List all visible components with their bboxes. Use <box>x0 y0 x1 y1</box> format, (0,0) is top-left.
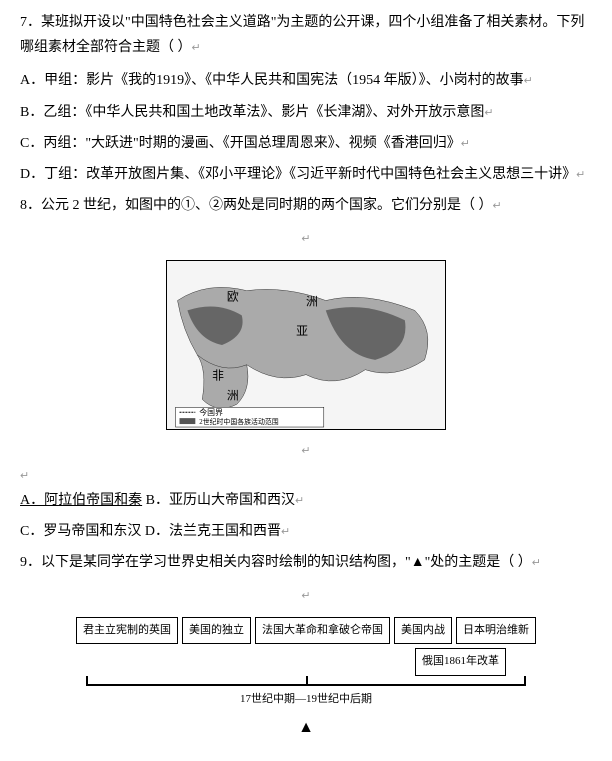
legend-text-2: 2世纪时中国各族活动范围 <box>199 417 279 426</box>
option-text: D．法兰克王国和西晋 <box>145 524 281 539</box>
q7-number: 7． <box>20 15 41 30</box>
timeline-triangle: ▲ <box>66 714 546 743</box>
paragraph-mark: ↵ <box>192 42 201 54</box>
option-text: B．乙组：《中华人民共和国土地改革法》、影片《长津湖》、对外开放示意图 <box>20 105 484 120</box>
timeline-box: 日本明治维新 <box>456 617 536 645</box>
timeline-box: 美国内战 <box>394 617 452 645</box>
map-figure: 欧 洲 亚 非 洲 今国界 2世纪时中国各族活动范围 <box>166 260 446 430</box>
paragraph-mark: ↵ <box>301 445 310 457</box>
question-9: 9．以下是某同学在学习世界史相关内容时绘制的知识结构图，"▲"处的主题是（ ）↵ <box>20 550 592 575</box>
timeline-box: 君主立宪制的英国 <box>76 617 178 645</box>
paragraph-mark: ↵ <box>493 200 502 212</box>
question-7: 7．某班拟开设以"中国特色社会主义道路"为主题的公开课，四个小组准备了相关素材。… <box>20 10 592 60</box>
timeline-figure: 君主立宪制的英国 美国的独立 法国大革命和拿破仑帝国 美国内战 日本明治维新 俄… <box>66 617 546 743</box>
q7-option-c: C．丙组："大跃进"时期的漫画、《开国总理周恩来》、视频《香港回归》↵ <box>20 131 592 156</box>
paragraph-mark: ↵ <box>484 107 493 119</box>
map-label-africa: 非 <box>212 368 224 382</box>
q8-stem: 公元 2 世纪，如图中的①、②两处是同时期的两个国家。它们分别是（ ） <box>41 198 493 213</box>
q8-options-cd: C．罗马帝国和东汉 D．法兰克王国和西晋↵ <box>20 519 592 544</box>
timeline-box: 法国大革命和拿破仑帝国 <box>255 617 390 645</box>
paragraph-mark: ↵ <box>576 169 585 181</box>
timeline-period: 17世纪中期—19世纪中后期 <box>66 690 546 710</box>
timeline-box: 俄国1861年改革 <box>415 648 506 676</box>
option-text: A．甲组：影片《我的1919》、《中华人民共和国宪法（1954 年版）》、小岗村… <box>20 73 524 88</box>
paragraph-mark: ↵ <box>301 233 310 245</box>
map-label-africa2: 洲 <box>227 388 239 402</box>
timeline-row-1: 君主立宪制的英国 美国的独立 法国大革命和拿破仑帝国 美国内战 日本明治维新 <box>66 617 546 645</box>
paragraph-mark: ↵ <box>461 138 470 150</box>
paragraph-mark: ↵ <box>20 470 29 482</box>
paragraph-mark: ↵ <box>295 495 304 507</box>
q7-option-b: B．乙组：《中华人民共和国土地改革法》、影片《长津湖》、对外开放示意图↵ <box>20 100 592 125</box>
timeline-tick <box>306 676 308 686</box>
legend-text-1: 今国界 <box>199 407 223 417</box>
paragraph-mark: ↵ <box>532 557 541 569</box>
timeline-line <box>86 684 526 686</box>
q8-options-ab: A．阿拉伯帝国和秦 B．亚历山大帝国和西汉↵ <box>20 488 592 513</box>
q7-option-a: A．甲组：影片《我的1919》、《中华人民共和国宪法（1954 年版）》、小岗村… <box>20 68 592 93</box>
q8-number: 8． <box>20 198 41 213</box>
option-text: A．阿拉伯帝国和秦 <box>20 493 142 508</box>
legend-swatch <box>180 418 196 424</box>
option-text: B．亚历山大帝国和西汉 <box>146 493 295 508</box>
q7-stem: 某班拟开设以"中国特色社会主义道路"为主题的公开课，四个小组准备了相关素材。下列… <box>20 15 584 55</box>
q7-option-d: D．丁组：改革开放图片集、《邓小平理论》《习近平新时代中国特色社会主义思想三十讲… <box>20 162 592 187</box>
timeline-box: 美国的独立 <box>182 617 251 645</box>
map-label-ya: 亚 <box>296 324 308 338</box>
timeline-row-2: 俄国1861年改革 <box>66 648 546 676</box>
paragraph-mark: ↵ <box>301 590 310 602</box>
map-label-asia: 洲 <box>306 294 318 308</box>
paragraph-mark: ↵ <box>524 75 533 87</box>
option-text: C．罗马帝国和东汉 <box>20 524 141 539</box>
map-label-europe: 欧 <box>227 289 239 303</box>
map-svg: 欧 洲 亚 非 洲 今国界 2世纪时中国各族活动范围 <box>167 261 445 429</box>
paragraph-mark: ↵ <box>281 526 290 538</box>
question-8: 8．公元 2 世纪，如图中的①、②两处是同时期的两个国家。它们分别是（ ）↵ <box>20 193 592 218</box>
q9-number: 9． <box>20 555 41 570</box>
q9-stem: 以下是某同学在学习世界史相关内容时绘制的知识结构图，"▲"处的主题是（ ） <box>41 555 532 570</box>
option-text: D．丁组：改革开放图片集、《邓小平理论》《习近平新时代中国特色社会主义思想三十讲… <box>20 167 576 182</box>
option-text: C．丙组："大跃进"时期的漫画、《开国总理周恩来》、视频《香港回归》 <box>20 136 461 151</box>
